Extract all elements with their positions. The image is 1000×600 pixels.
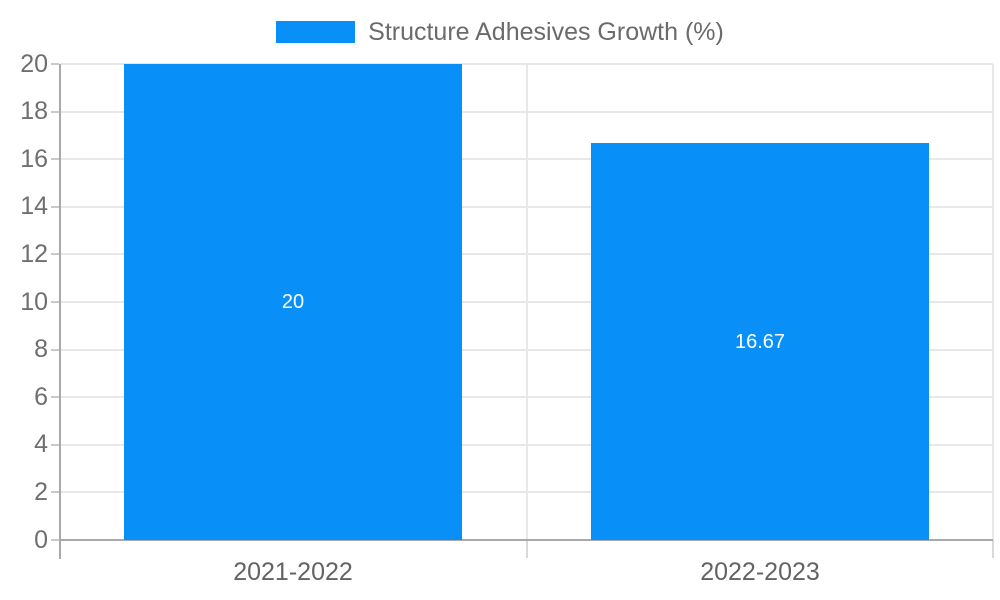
y-axis-tick-label: 6 (34, 382, 48, 411)
y-axis-tick-label: 14 (20, 192, 48, 221)
y-axis-tick (51, 253, 59, 256)
category-boundary-line (525, 64, 528, 540)
y-axis-tick-label: 2 (34, 477, 48, 506)
bar[interactable] (591, 143, 929, 540)
bar-value-label: 20 (281, 291, 305, 313)
x-axis-category-label: 2021-2022 (233, 558, 353, 586)
legend-swatch (276, 21, 356, 43)
y-axis-tick (51, 158, 59, 161)
legend: Structure Adhesives Growth (%) (0, 18, 1000, 46)
y-axis-tick (51, 348, 59, 351)
x-axis-tick (992, 540, 994, 558)
y-axis-tick-label: 10 (20, 287, 48, 316)
y-axis-tick-label: 12 (20, 239, 48, 268)
y-axis-tick-label: 16 (20, 144, 48, 173)
y-axis-tick (51, 396, 59, 399)
category-boundary-line (992, 64, 994, 540)
y-axis-tick (51, 491, 59, 494)
y-axis-tick (51, 205, 59, 208)
legend-label: Structure Adhesives Growth (%) (368, 17, 724, 46)
y-axis-tick (51, 301, 59, 303)
y-axis-tick-label: 8 (34, 335, 48, 364)
y-axis-tick-label: 20 (20, 49, 48, 78)
y-axis-tick (51, 110, 59, 113)
bar[interactable] (124, 64, 462, 540)
y-axis-tick-label: 18 (20, 97, 48, 126)
x-axis-line (60, 539, 993, 541)
y-axis-tick (51, 539, 59, 541)
x-axis-tick (525, 540, 528, 558)
y-axis-tick-label: 4 (34, 430, 48, 459)
x-axis-category-label: 2022-2023 (700, 558, 820, 586)
y-axis-line (59, 64, 61, 559)
y-axis-tick (51, 443, 59, 446)
bar-value-label: 16.67 (734, 331, 786, 353)
y-axis-tick-label: 0 (34, 525, 48, 554)
y-axis-tick (51, 63, 59, 65)
